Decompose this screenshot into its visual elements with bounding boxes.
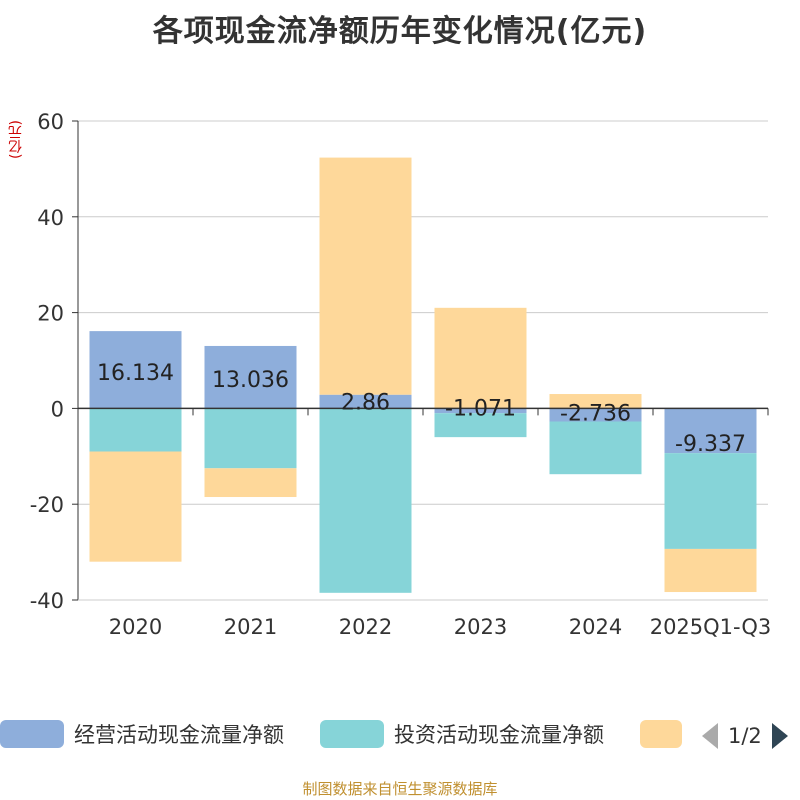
bar-series0-2022 — [319, 394, 412, 409]
bar-series2-2025Q1-Q3 — [664, 548, 757, 593]
x-tick-label: 2020 — [109, 615, 162, 639]
bar-series1-2024 — [549, 421, 642, 475]
data-label: -9.337 — [675, 432, 746, 457]
x-tick-label: 2022 — [339, 615, 392, 639]
legend-label-investing: 投资活动现金流量净额 — [394, 723, 604, 747]
y-tick-label: -20 — [30, 493, 64, 517]
next-page-arrow-icon[interactable] — [770, 721, 790, 751]
bar-series2-2023 — [434, 307, 527, 409]
bar-series2-2022 — [319, 157, 412, 395]
y-tick-label: 60 — [37, 110, 64, 134]
bar-series0-2020 — [89, 331, 182, 409]
legend-item-operating[interactable]: 经营活动现金流量净额 — [0, 716, 284, 752]
legend-swatch-operating — [0, 720, 64, 748]
y-tick-label: -40 — [30, 589, 64, 613]
bar-series0-2024 — [549, 408, 642, 422]
bar-series0-2025Q1-Q3 — [664, 408, 757, 454]
bar-series1-2025Q1-Q3 — [664, 453, 757, 549]
x-tick-label: 2025Q1-Q3 — [650, 615, 772, 639]
legend-item-financing[interactable] — [640, 716, 692, 752]
bar-series2-2021 — [204, 468, 297, 498]
bar-series1-2023 — [434, 413, 527, 438]
bar-series0-2021 — [204, 345, 297, 409]
bar-series2-2020 — [89, 451, 182, 562]
bar-series1-2020 — [89, 408, 182, 452]
bar-series1-2022 — [319, 408, 412, 593]
x-tick-label: 2023 — [454, 615, 507, 639]
y-tick-label: 0 — [51, 397, 64, 421]
x-tick-label: 2024 — [569, 615, 622, 639]
y-tick-label: 20 — [37, 302, 64, 326]
legend: 经营活动现金流量净额 投资活动现金流量净额 1/2 — [0, 716, 800, 756]
data-label: 16.134 — [97, 361, 174, 386]
bar-series0-2023 — [434, 408, 527, 414]
data-label: 13.036 — [212, 368, 289, 393]
legend-swatch-investing — [320, 720, 384, 748]
legend-label-operating: 经营活动现金流量净额 — [74, 723, 284, 747]
legend-item-investing[interactable]: 投资活动现金流量净额 — [320, 716, 604, 752]
legend-pager: 1/2 — [700, 720, 790, 752]
y-tick-label: 40 — [37, 206, 64, 230]
prev-page-arrow-icon[interactable] — [700, 721, 720, 751]
data-label: -1.071 — [445, 396, 516, 421]
data-label: -2.736 — [560, 401, 631, 426]
source-footer: 制图数据来自恒生聚源数据库 — [302, 780, 498, 798]
data-label: 2.86 — [341, 390, 390, 415]
legend-swatch-financing — [640, 720, 682, 748]
bar-chart: 60 40 20 0 -20 -40 2020 2021 2022 2023 2024 2025Q1-… — [30, 110, 772, 639]
legend-page-indicator: 1/2 — [728, 724, 762, 748]
bar-series1-2021 — [204, 408, 297, 469]
chart-title: 各项现金流净额历年变化情况(亿元) — [152, 14, 648, 49]
x-tick-label: 2021 — [224, 615, 277, 639]
bar-series2-2024 — [549, 394, 642, 409]
